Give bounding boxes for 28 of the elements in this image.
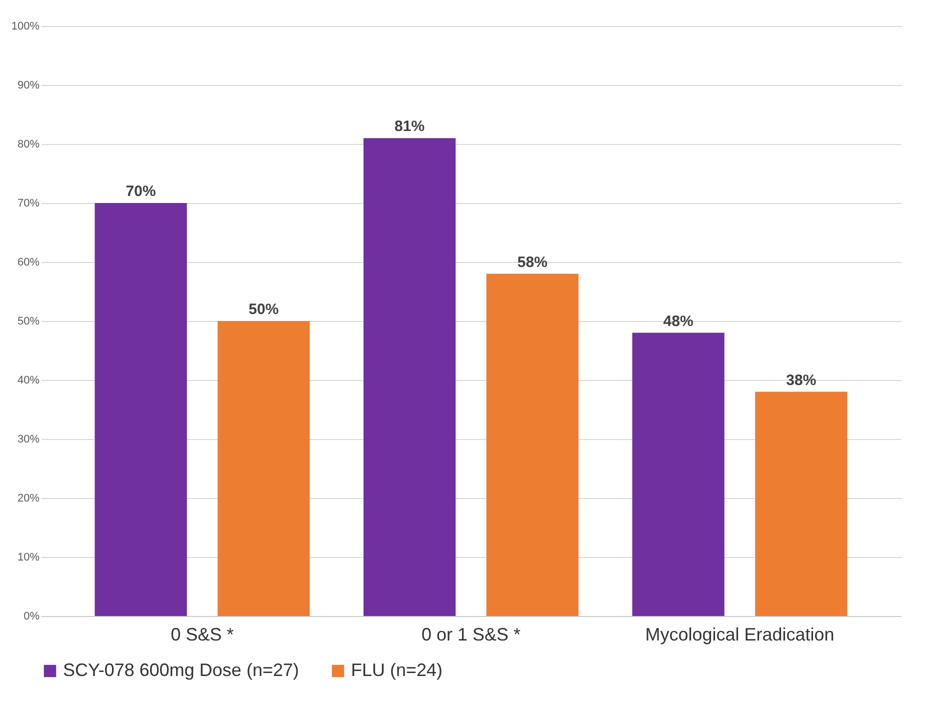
y-tick-label: 80% bbox=[17, 138, 40, 150]
bar bbox=[632, 332, 724, 616]
y-tick-label: 10% bbox=[17, 552, 40, 564]
x-tick-label: 0 or 1 S&S * bbox=[421, 624, 521, 644]
data-label: 70% bbox=[126, 183, 156, 200]
y-tick-label: 0% bbox=[24, 610, 40, 622]
data-label: 58% bbox=[517, 254, 548, 271]
data-label: 48% bbox=[663, 312, 694, 330]
bar bbox=[94, 203, 187, 616]
bar bbox=[218, 321, 310, 616]
y-tick-label: 20% bbox=[17, 492, 40, 504]
bar bbox=[364, 138, 456, 616]
y-tick-label: 100% bbox=[11, 20, 40, 32]
data-label: 50% bbox=[248, 301, 279, 318]
data-label: 81% bbox=[394, 118, 425, 136]
legend-label: SCY-078 600mg Dose (n=27) bbox=[63, 660, 299, 680]
data-label: 38% bbox=[786, 372, 816, 389]
y-tick-label: 60% bbox=[17, 256, 40, 268]
bar bbox=[486, 274, 578, 616]
y-tick-label: 90% bbox=[17, 80, 40, 92]
x-tick-label: Mycological Eradication bbox=[645, 624, 834, 644]
x-tick-label: 0 S&S * bbox=[170, 624, 234, 644]
y-tick-label: 50% bbox=[17, 316, 40, 328]
y-tick-label: 70% bbox=[17, 198, 40, 210]
y-tick-label: 30% bbox=[17, 434, 40, 446]
y-tick-label: 40% bbox=[17, 374, 40, 386]
bar bbox=[755, 392, 848, 616]
legend-label: FLU (n=24) bbox=[351, 660, 443, 680]
